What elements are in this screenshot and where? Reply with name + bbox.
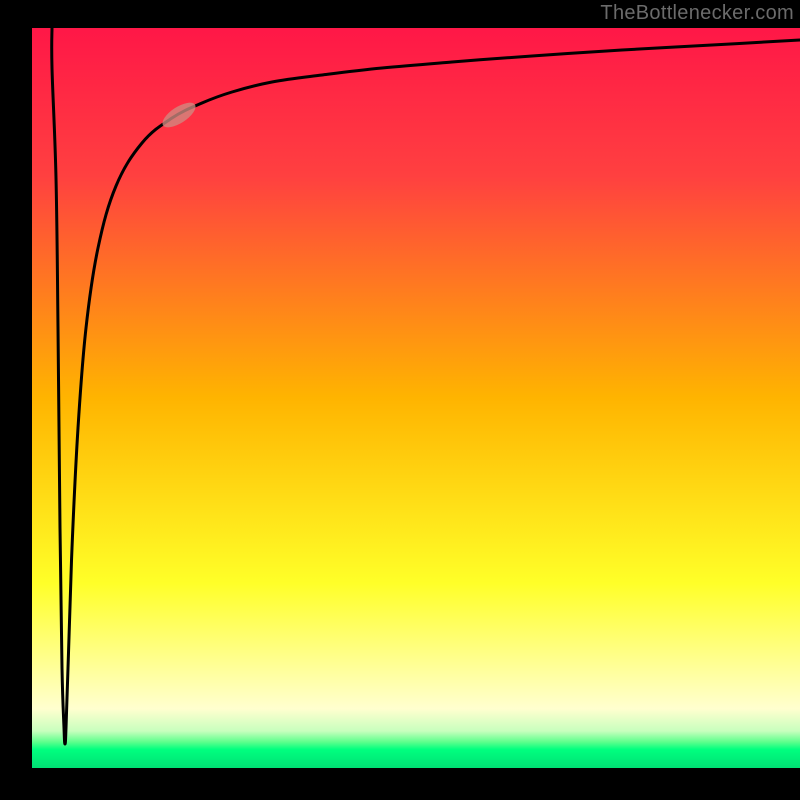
plot-area: [32, 28, 800, 768]
chart-frame: TheBottlenecker.com: [0, 0, 800, 800]
attribution-text: TheBottlenecker.com: [600, 2, 794, 25]
plot-svg: [32, 28, 800, 768]
